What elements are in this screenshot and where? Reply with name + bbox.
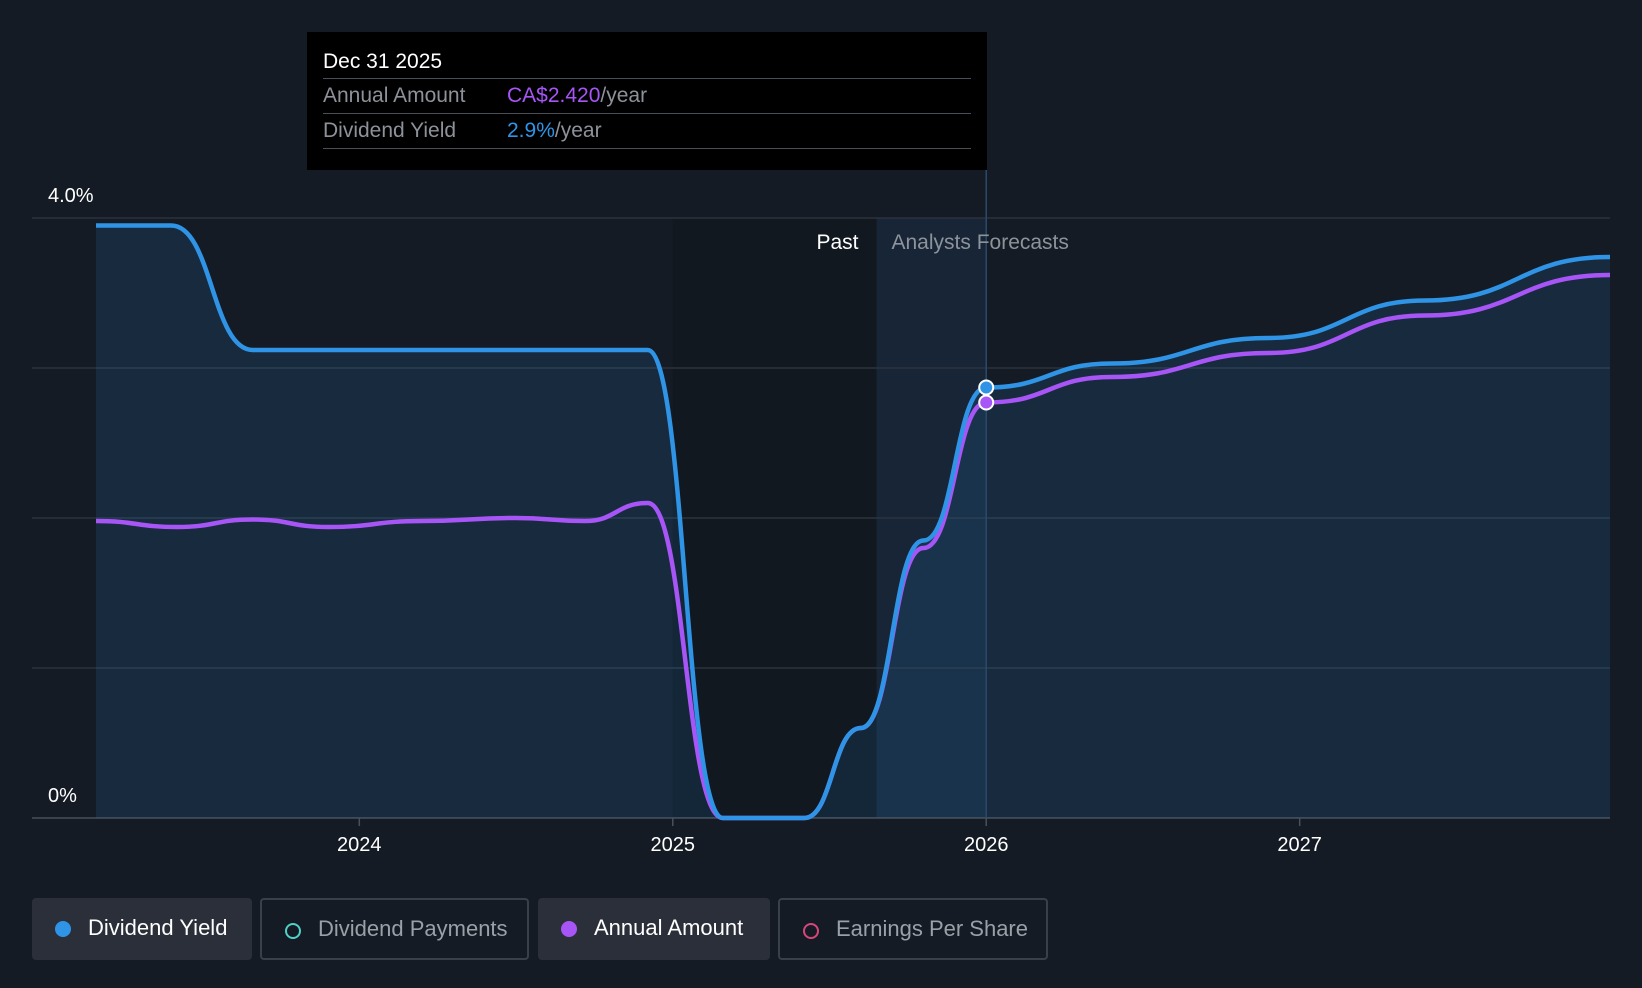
tooltip-annual-label: Annual Amount [323,84,466,107]
legend-dividend-yield-button[interactable]: Dividend Yield [32,898,252,960]
legend-earnings-per-share-label: Earnings Per Share [836,916,1028,941]
legend-dividend-payments-label: Dividend Payments [318,916,508,941]
tooltip-yield-value: 2.9% [507,119,555,142]
tooltip-annual-unit: /year [600,84,648,107]
tooltip-date: Dec 31 2025 [323,50,443,73]
legend-dividend-yield-dot-icon [55,921,71,937]
dividend-chart: 2024 2025 2026 2027 4.0% 0% Past Analysts Forec… [32,170,1611,856]
legend-dividend-payments-button[interactable]: Dividend Payments [260,898,529,960]
marker-annual-amount [978,394,995,411]
x-tick-label-2025: 2025 [651,834,696,856]
y-tick-label-4: 4.0% [48,185,94,207]
y-tick-label-0: 0% [48,785,77,807]
tooltip-yield-unit: /year [554,119,602,142]
legend-dividend-payments-dot-icon [285,923,301,939]
past-label: Past [816,231,858,254]
forecast-label: Analysts Forecasts [892,231,1069,254]
x-tick-label-2027: 2027 [1277,834,1322,856]
tooltip-yield-row: Dividend Yield 2.9%/year [323,113,971,149]
tooltip-annual-row: Annual Amount CA$2.420/year [323,78,971,113]
legend-annual-amount-label: Annual Amount [594,915,744,940]
tooltip: Dec 31 2025 Annual Amount CA$2.420/year D… [307,32,987,170]
legend-annual-amount-dot-icon [561,921,577,937]
tooltip-yield-label: Dividend Yield [323,119,457,142]
legend-earnings-per-share-dot-icon [803,923,819,939]
legend-dividend-yield-label: Dividend Yield [88,915,228,940]
legend-earnings-per-share-button[interactable]: Earnings Per Share [778,898,1048,960]
marker-dividend-yield [978,379,995,396]
x-tick-label-2026: 2026 [964,834,1009,856]
tooltip-annual-value: CA$2.420 [507,84,601,107]
legend-annual-amount-button[interactable]: Annual Amount [538,898,770,960]
x-tick-label-2024: 2024 [337,834,382,856]
dividend-yield-area [96,225,1610,818]
series-line-dividend-yield [95,223,1611,821]
